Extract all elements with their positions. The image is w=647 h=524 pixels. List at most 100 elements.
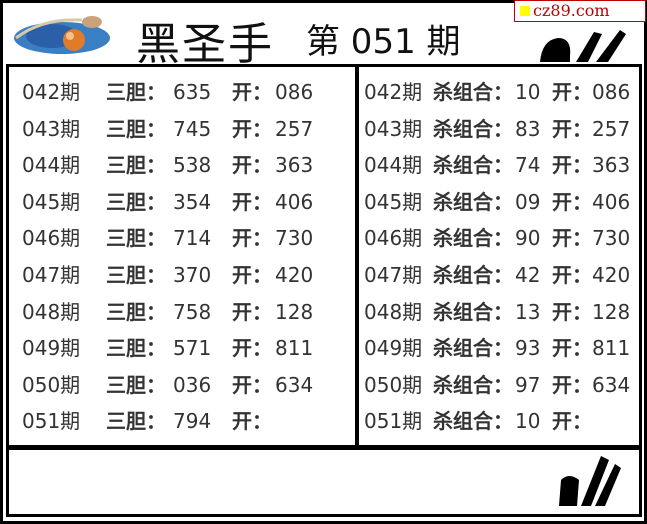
open-label: 开： xyxy=(552,263,592,287)
value: 10 xyxy=(515,80,541,104)
value: 83 xyxy=(515,116,541,141)
label: 杀组合： xyxy=(433,409,513,434)
label: 杀组合： xyxy=(433,263,513,287)
brand-square-icon xyxy=(520,6,530,16)
period: 047期 xyxy=(22,263,81,287)
header: 黑圣手 第 051 期 cz89.com xyxy=(0,0,647,70)
period: 045期 xyxy=(364,189,423,214)
open-value: 128 xyxy=(592,299,631,324)
period: 050期 xyxy=(364,372,423,397)
period: 043期 xyxy=(22,116,81,141)
value: 635 xyxy=(173,80,212,104)
period: 048期 xyxy=(364,299,423,324)
value: 794 xyxy=(173,409,212,434)
period: 047期 xyxy=(364,263,423,287)
open-label: 开： xyxy=(552,116,592,141)
value: 09 xyxy=(515,189,541,214)
open-value: 086 xyxy=(275,80,314,104)
open-value: 634 xyxy=(592,372,631,397)
open-label: 开： xyxy=(552,409,592,434)
open-label: 开： xyxy=(232,189,272,214)
open-label: 开： xyxy=(232,263,272,287)
open-value: 257 xyxy=(592,116,631,141)
open-label: 开： xyxy=(232,80,272,104)
brand-text: cz89.com xyxy=(533,1,610,20)
period: 051期 xyxy=(22,409,81,434)
open-value: 363 xyxy=(592,153,631,178)
label: 三胆： xyxy=(106,299,166,324)
open-value: 406 xyxy=(592,189,631,214)
period: 049期 xyxy=(22,336,81,361)
period: 049期 xyxy=(364,336,423,361)
label: 三胆： xyxy=(106,116,166,141)
value: 90 xyxy=(515,226,541,251)
value: 745 xyxy=(173,116,212,141)
open-value: 730 xyxy=(592,226,631,251)
label: 三胆： xyxy=(106,263,166,287)
label: 杀组合： xyxy=(433,336,513,361)
open-label: 开： xyxy=(552,189,592,214)
period: 051期 xyxy=(364,409,423,434)
period: 045期 xyxy=(22,189,81,214)
label: 杀组合： xyxy=(433,189,513,214)
open-label: 开： xyxy=(232,372,272,397)
brand-link[interactable]: cz89.com xyxy=(514,0,646,22)
value: 13 xyxy=(515,299,541,324)
open-value: 086 xyxy=(592,80,631,104)
label: 杀组合： xyxy=(433,80,513,104)
period: 042期 xyxy=(22,80,81,104)
value: 74 xyxy=(515,153,541,178)
label: 三胆： xyxy=(106,80,166,104)
label: 三胆： xyxy=(106,189,166,214)
label: 三胆： xyxy=(106,153,166,178)
label: 三胆： xyxy=(106,226,166,251)
label: 三胆： xyxy=(106,409,166,434)
label: 杀组合： xyxy=(433,226,513,251)
label: 三胆： xyxy=(106,336,166,361)
page-title: 黑圣手 xyxy=(136,19,274,70)
open-label: 开： xyxy=(232,116,272,141)
period: 042期 xyxy=(364,80,423,104)
value: 036 xyxy=(173,372,212,397)
open-value: 406 xyxy=(275,189,314,214)
period: 046期 xyxy=(364,226,423,251)
label: 三胆： xyxy=(106,372,166,397)
label: 杀组合： xyxy=(433,372,513,397)
open-label: 开： xyxy=(232,299,272,324)
three-dan-panel: 042期 三胆： 635 开： 086 043期 三胆： 745 开： 257 044期 三胆： 538… xyxy=(6,64,358,448)
signature-icon xyxy=(559,456,621,506)
open-value: 634 xyxy=(275,372,314,397)
kill-combo-panel: 042期 杀组合： 10 开： 086 043期 杀组合： 83 开： 257 044期 杀组合： 74… xyxy=(356,64,642,448)
period: 044期 xyxy=(364,153,423,178)
period: 043期 xyxy=(364,116,423,141)
open-label: 开： xyxy=(232,336,272,361)
open-label: 开： xyxy=(232,226,272,251)
open-label: 开： xyxy=(552,372,592,397)
value: 10 xyxy=(515,409,541,434)
open-value: 363 xyxy=(275,153,314,178)
period: 050期 xyxy=(22,372,81,397)
value: 758 xyxy=(173,299,212,324)
open-value: 730 xyxy=(275,226,314,251)
open-value: 811 xyxy=(275,336,314,361)
period: 046期 xyxy=(22,226,81,251)
value: 714 xyxy=(173,226,212,251)
open-label: 开： xyxy=(232,153,272,178)
open-value: 128 xyxy=(275,299,314,324)
label: 杀组合： xyxy=(433,153,513,178)
open-label: 开： xyxy=(552,80,592,104)
open-label: 开： xyxy=(552,299,592,324)
footer-panel xyxy=(6,447,642,517)
period: 044期 xyxy=(22,153,81,178)
label: 杀组合： xyxy=(433,299,513,324)
value: 571 xyxy=(173,336,212,361)
open-value: 420 xyxy=(592,263,631,287)
value: 97 xyxy=(515,372,541,397)
period: 048期 xyxy=(22,299,81,324)
open-label: 开： xyxy=(552,226,592,251)
planet-logo-icon xyxy=(14,16,110,54)
open-label: 开： xyxy=(552,153,592,178)
value: 538 xyxy=(173,153,212,178)
label: 杀组合： xyxy=(433,116,513,141)
